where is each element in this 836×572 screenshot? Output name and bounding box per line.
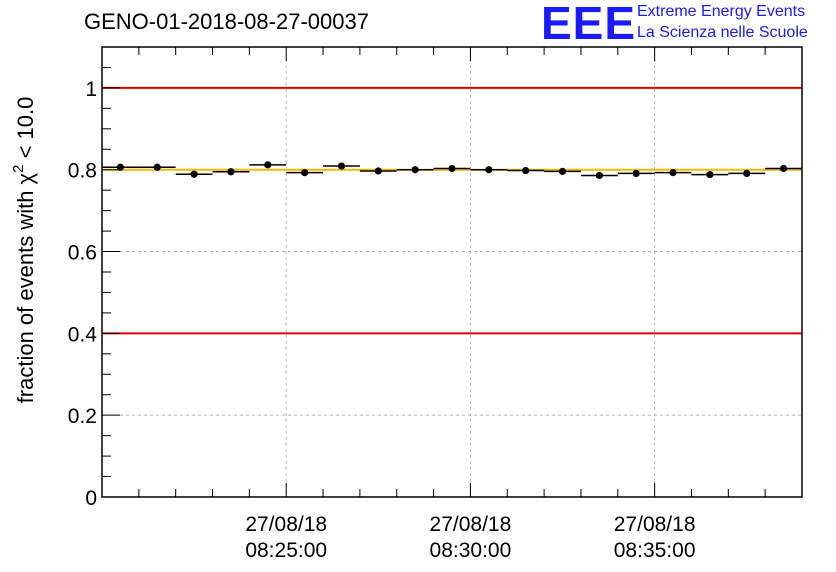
data-point	[374, 167, 382, 175]
y-axis-label: fraction of events with χ2 < 10.0	[10, 97, 38, 404]
data-point	[522, 166, 530, 175]
grid	[102, 47, 802, 497]
x-tick-label-time: 08:30:00	[430, 539, 512, 562]
x-tick-label-date: 27/08/18	[614, 513, 696, 536]
axes	[101, 46, 803, 498]
data-point	[116, 163, 125, 171]
y-tick-labels: 0 0.2 0.4 0.6 0.8 1	[68, 78, 98, 510]
data-point	[706, 171, 714, 179]
x-tick-label-time: 08:35:00	[614, 539, 696, 562]
x-tick-label-date: 27/08/18	[245, 513, 327, 536]
x-tick-label-date: 27/08/18	[430, 513, 512, 536]
x-tick-label-time: 08:25:00	[245, 539, 327, 562]
y-tick-label: 0.2	[68, 405, 97, 428]
logo-line1: Extreme Energy Events	[637, 3, 806, 20]
data-point	[153, 163, 161, 171]
y-tick-label: 0.6	[68, 242, 97, 265]
logo-line2: La Scienza nelle Scuole	[637, 24, 808, 41]
data-point	[632, 169, 640, 178]
y-axis-label-prefix: fraction of events with	[13, 184, 38, 403]
data-point	[595, 171, 603, 180]
x-tick-labels: 27/08/18 08:25:00 27/08/18 08:30:00 27/08/18…	[245, 513, 695, 562]
data-point	[743, 169, 751, 178]
y-axis-label-suffix: < 10.0	[13, 97, 38, 165]
data-point	[411, 166, 419, 174]
data-point	[190, 170, 198, 178]
data-point	[558, 167, 567, 175]
data-point	[227, 168, 235, 176]
data-points	[102, 161, 802, 180]
data-point	[779, 164, 788, 173]
data-point	[669, 168, 677, 177]
logo-mark: EEE	[541, 0, 637, 49]
y-axis-label-symbol: χ	[13, 172, 38, 184]
y-tick-label: 0	[85, 487, 97, 510]
data-point	[337, 162, 346, 170]
data-point	[264, 161, 272, 169]
plot-frame	[101, 46, 803, 498]
eee-logo: EEE Extreme Energy Events La Scienza nel…	[541, 0, 831, 49]
data-point	[448, 164, 456, 173]
y-axis-label-sup: 2	[10, 165, 27, 173]
data-point	[301, 168, 309, 177]
data-point	[485, 166, 493, 174]
y-tick-label: 0.4	[68, 323, 98, 346]
page-title: GENO-01-2018-08-27-00037	[84, 9, 369, 34]
y-tick-label: 1	[85, 78, 97, 101]
reference-lines	[102, 86, 802, 335]
y-tick-label: 0.8	[68, 160, 97, 183]
